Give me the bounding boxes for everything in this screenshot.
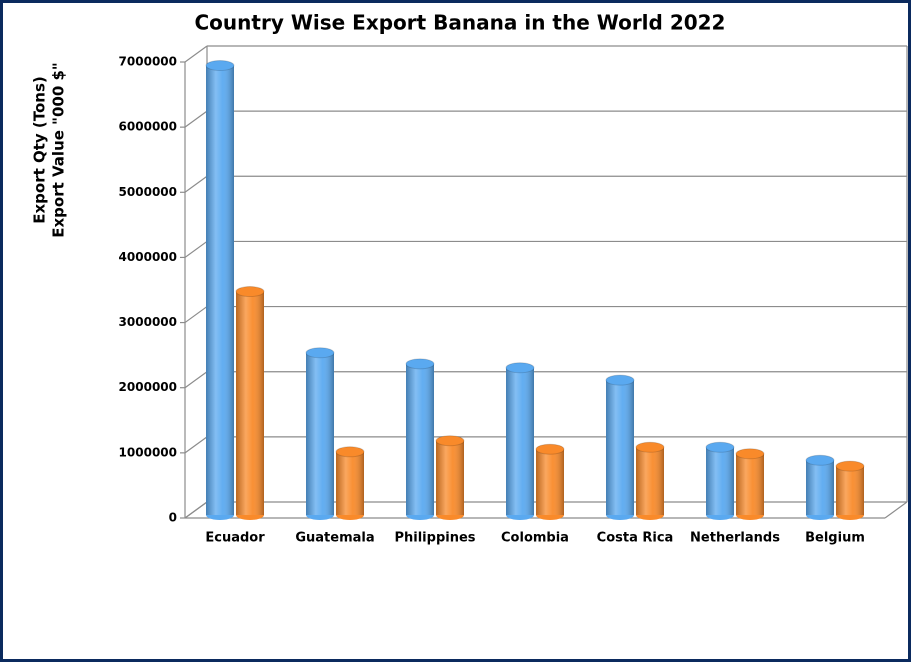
bar-top bbox=[735, 448, 765, 460]
bar-top bbox=[835, 460, 865, 472]
y-tick-label: 4000000 bbox=[119, 250, 177, 264]
bar-shade bbox=[506, 367, 534, 515]
bar-shade bbox=[836, 466, 864, 515]
bar-shade bbox=[406, 363, 434, 515]
bar-shade bbox=[806, 460, 834, 515]
bar-shade bbox=[306, 352, 334, 515]
bar-top bbox=[605, 374, 635, 386]
bar-top bbox=[705, 441, 735, 453]
bar-top bbox=[535, 443, 565, 455]
bar-top bbox=[205, 60, 235, 72]
bar-shade bbox=[536, 449, 564, 515]
y-tick-label: 2000000 bbox=[119, 380, 177, 394]
grid-line bbox=[184, 306, 208, 324]
grid-line bbox=[184, 110, 208, 128]
bar-shade bbox=[436, 440, 464, 515]
bar-shade bbox=[636, 447, 664, 515]
x-tick-label: Guatemala bbox=[295, 531, 374, 546]
x-tick-label: Netherlands bbox=[690, 531, 780, 546]
bar-shade bbox=[206, 65, 234, 515]
bar-top bbox=[435, 435, 465, 447]
grid-line bbox=[184, 501, 208, 519]
y-tick-label: 6000000 bbox=[119, 120, 177, 134]
y-axis-label: Export Qty (Tons) bbox=[31, 76, 49, 224]
grid-line bbox=[184, 240, 208, 258]
bar-top bbox=[635, 441, 665, 453]
grid-line bbox=[184, 371, 208, 389]
grid-line bbox=[184, 175, 208, 193]
y-tick-label: 5000000 bbox=[119, 185, 177, 199]
bar-top bbox=[335, 446, 365, 458]
bar-top bbox=[235, 286, 265, 298]
x-tick-label: Ecuador bbox=[205, 531, 265, 546]
bar-shade bbox=[706, 447, 734, 515]
bar-shade bbox=[236, 291, 264, 515]
x-tick-label: Colombia bbox=[501, 531, 569, 546]
x-tick-label: Costa Rica bbox=[597, 531, 674, 546]
bar-shade bbox=[606, 380, 634, 515]
y-tick-label: 7000000 bbox=[119, 55, 177, 69]
y-tick-label: 0 bbox=[169, 511, 177, 525]
bar-top bbox=[805, 454, 835, 466]
bar-shade bbox=[736, 453, 764, 515]
chart-title: Country Wise Export Banana in the World … bbox=[195, 11, 726, 35]
floor bbox=[884, 501, 908, 519]
x-tick-label: Philippines bbox=[394, 531, 475, 546]
bar-top bbox=[505, 362, 535, 374]
bar-shade bbox=[336, 451, 364, 515]
y-tick-label: 1000000 bbox=[119, 445, 177, 459]
y-tick-label: 3000000 bbox=[119, 315, 177, 329]
bar-top bbox=[405, 358, 435, 370]
bar-top bbox=[305, 347, 335, 359]
x-tick-label: Belgium bbox=[805, 531, 865, 546]
grid-line bbox=[184, 436, 208, 454]
grid-line bbox=[184, 45, 208, 63]
y-axis-label: Export Value "000 $" bbox=[50, 62, 68, 237]
